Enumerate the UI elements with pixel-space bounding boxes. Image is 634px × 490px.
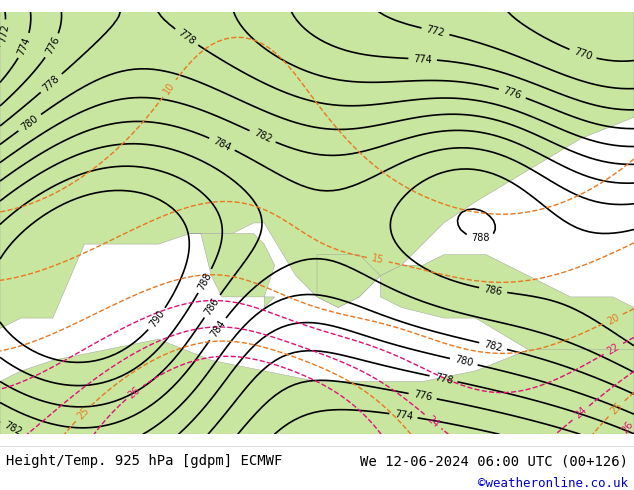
Text: 772: 772 [425,24,446,38]
Text: 776: 776 [502,86,523,101]
Text: 786: 786 [483,284,503,297]
Text: 772: 772 [0,23,11,43]
Text: 784: 784 [212,135,233,152]
Text: 774: 774 [16,35,32,56]
Text: 790: 790 [148,309,167,329]
Text: 10: 10 [162,80,177,97]
Text: We 12-06-2024 06:00 UTC (00+126): We 12-06-2024 06:00 UTC (00+126) [359,454,628,468]
Text: 784: 784 [209,318,227,340]
Text: 778: 778 [433,372,454,386]
Text: 25: 25 [609,401,624,416]
Text: 22: 22 [605,342,621,356]
Text: 780: 780 [453,355,474,369]
Text: 788: 788 [471,233,489,244]
Text: 776: 776 [44,35,61,56]
Text: 780: 780 [19,113,40,132]
Text: 24: 24 [573,405,589,421]
Polygon shape [380,255,634,350]
Text: 774: 774 [394,409,413,422]
Polygon shape [0,329,634,434]
Text: 778: 778 [41,73,61,93]
Text: 15: 15 [371,254,385,266]
Text: 26: 26 [620,419,634,436]
Text: 20: 20 [605,312,621,326]
Text: 788: 788 [196,270,214,292]
Text: ©weatheronline.co.uk: ©weatheronline.co.uk [477,477,628,490]
Text: 26: 26 [127,385,143,400]
Polygon shape [190,234,275,308]
Text: Height/Temp. 925 hPa [gdpm] ECMWF: Height/Temp. 925 hPa [gdpm] ECMWF [6,454,283,468]
Text: 25: 25 [75,405,91,421]
Text: 770: 770 [573,47,593,62]
Polygon shape [0,12,634,329]
Text: 24: 24 [425,414,441,429]
Text: 782: 782 [483,339,503,353]
Text: 782: 782 [3,420,23,438]
Text: 786: 786 [203,296,221,317]
Polygon shape [317,255,380,308]
Text: 782: 782 [252,128,273,145]
Text: 776: 776 [413,390,433,403]
Text: 778: 778 [176,27,197,47]
Text: 774: 774 [413,53,432,65]
